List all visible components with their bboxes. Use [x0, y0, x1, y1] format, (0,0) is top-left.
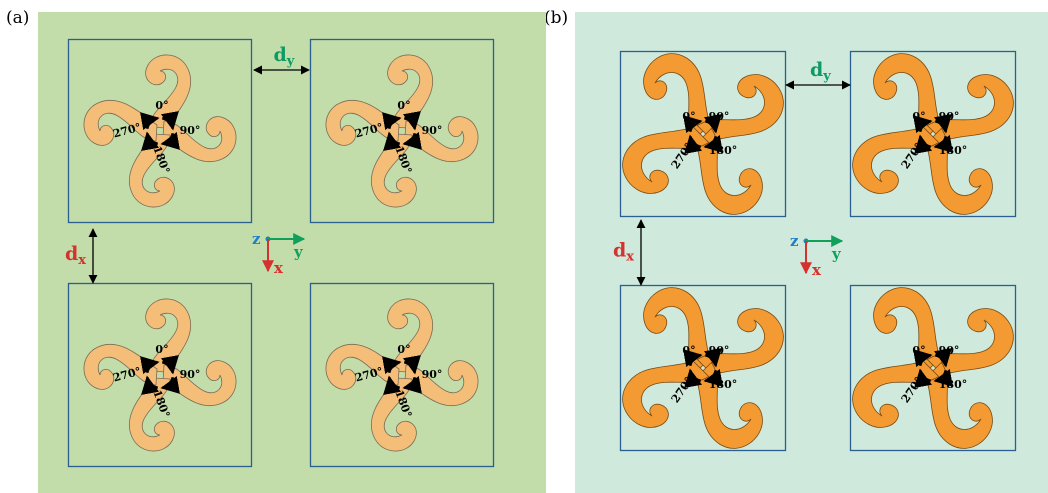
angle-label: 180° [939, 144, 967, 157]
panel-a-label: (a) [6, 8, 30, 28]
rotation-arrow-icon [933, 348, 952, 368]
rotation-arrow-icon [913, 115, 933, 134]
rotation-arrow-icon [141, 375, 160, 395]
angle-label: 0° [682, 110, 695, 123]
rotation-arrow-icon [160, 375, 180, 394]
angle-label: 0° [912, 344, 925, 357]
panel-a: 0°90°180°270°0°90°180°270°0°90°180°270°0… [65, 38, 495, 468]
angle-label: 90° [180, 368, 201, 381]
unit-cell-border [849, 50, 1017, 218]
unit-cell-border [309, 282, 495, 468]
rotation-arrow-icon [933, 368, 953, 387]
rotation-arrow-icon [383, 131, 402, 151]
rotation-arrow-icon [684, 368, 703, 388]
panel-a-background [38, 12, 546, 493]
angle-label: 0° [397, 99, 410, 112]
rotation-arrow-icon [140, 112, 160, 131]
x-axis-label: x [274, 259, 284, 277]
unit-cell-border [619, 50, 787, 218]
angle-label: 180° [939, 378, 967, 391]
rotation-arrow-icon [160, 111, 179, 131]
angle-label: 90° [939, 110, 960, 123]
unit-cell-border [309, 38, 495, 224]
coordinate-axes: z yx [790, 232, 844, 279]
angle-label: 90° [180, 124, 201, 137]
panel-b-unit-cell: 0° 90°180°270° [840, 275, 1026, 461]
unit-cell-border [67, 38, 253, 224]
angle-label: 90° [709, 110, 730, 123]
rotation-arrow-icon [684, 134, 703, 154]
angle-label: 0° [155, 99, 168, 112]
rotation-arrow-icon [703, 114, 722, 134]
unit-cell-border [619, 284, 787, 452]
rotation-arrow-icon [683, 115, 703, 134]
angle-label: 90° [709, 344, 730, 357]
angle-label: 0° [397, 343, 410, 356]
coordinate-axes: z yx [252, 230, 306, 277]
z-axis-label: z [790, 232, 799, 250]
rotation-arrow-icon [914, 134, 933, 154]
angle-label: 90° [939, 344, 960, 357]
rotation-arrow-icon [933, 114, 952, 134]
angle-label: 180° [709, 378, 737, 391]
rotation-arrow-icon [933, 134, 953, 153]
rotation-arrow-icon [382, 112, 402, 131]
angle-label: 180° [709, 144, 737, 157]
rotation-arrow-icon [141, 131, 160, 151]
rotation-arrow-icon [140, 356, 160, 375]
rotation-arrow-icon [402, 131, 422, 150]
angle-label: 90° [422, 368, 443, 381]
rotation-arrow-icon [913, 349, 933, 368]
unit-cell-border [849, 284, 1017, 452]
x-axis-label: x [812, 261, 822, 279]
angle-label: 90° [422, 124, 443, 137]
unit-cell-border [67, 282, 253, 468]
rotation-arrow-icon [383, 375, 402, 395]
rotation-arrow-icon [683, 349, 703, 368]
y-axis-label: y [293, 243, 304, 261]
rotation-arrow-icon [382, 356, 402, 375]
angle-label: 0° [912, 110, 925, 123]
rotation-arrow-icon [160, 355, 179, 375]
z-axis-label: z [252, 230, 261, 248]
rotation-arrow-icon [703, 368, 723, 387]
rotation-arrow-icon [402, 111, 421, 131]
y-axis-label: y [831, 245, 842, 263]
rotation-arrow-icon [914, 368, 933, 388]
rotation-arrow-icon [703, 348, 722, 368]
angle-label: 0° [682, 344, 695, 357]
rotation-arrow-icon [402, 355, 421, 375]
panel-b-unit-cell: 0° 90°180°270° [840, 41, 1026, 227]
rotation-arrow-icon [160, 131, 180, 150]
rotation-arrow-icon [703, 134, 723, 153]
angle-label: 0° [155, 343, 168, 356]
panel-b-label: (b) [544, 8, 569, 28]
rotation-arrow-icon [402, 375, 422, 394]
